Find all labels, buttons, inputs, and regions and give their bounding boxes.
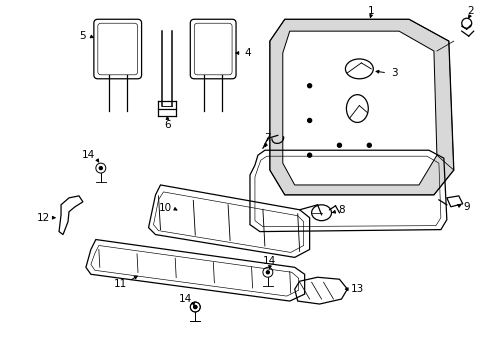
Text: 6: 6 <box>164 121 170 130</box>
Circle shape <box>266 271 269 274</box>
Text: 13: 13 <box>350 284 363 294</box>
Circle shape <box>307 84 311 88</box>
Text: 14: 14 <box>263 256 276 266</box>
Text: 14: 14 <box>178 294 192 304</box>
Text: 10: 10 <box>159 203 172 213</box>
Polygon shape <box>282 31 436 185</box>
Text: 8: 8 <box>337 205 344 215</box>
Text: 12: 12 <box>37 213 50 223</box>
Text: 7: 7 <box>264 133 271 143</box>
Circle shape <box>337 143 341 147</box>
Circle shape <box>193 306 196 309</box>
Text: 9: 9 <box>463 202 469 212</box>
Polygon shape <box>269 19 453 195</box>
Text: 3: 3 <box>390 68 397 78</box>
Circle shape <box>307 118 311 122</box>
Circle shape <box>99 167 102 170</box>
Circle shape <box>366 143 370 147</box>
Circle shape <box>193 306 196 309</box>
Text: 4: 4 <box>244 48 251 58</box>
Text: 5: 5 <box>80 31 86 41</box>
Text: 2: 2 <box>467 6 473 16</box>
Text: 14: 14 <box>82 150 95 160</box>
Text: 11: 11 <box>114 279 127 289</box>
Circle shape <box>307 153 311 157</box>
Text: 1: 1 <box>367 6 374 16</box>
